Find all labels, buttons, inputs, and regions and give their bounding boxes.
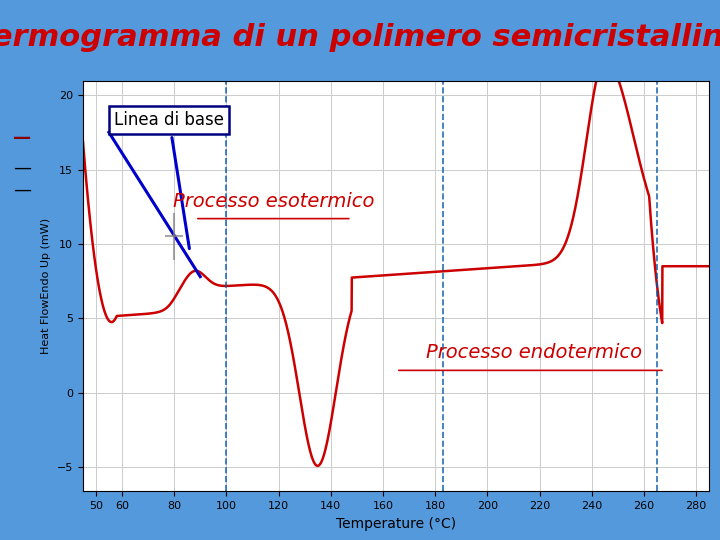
X-axis label: Temperature (°C): Temperature (°C) (336, 517, 456, 531)
Y-axis label: Heat FlowEndo Up (mW): Heat FlowEndo Up (mW) (41, 218, 51, 354)
Text: —: — (13, 159, 31, 177)
Text: —: — (13, 129, 31, 147)
Text: Processo endotermico: Processo endotermico (426, 343, 642, 362)
Text: Processo esotermico: Processo esotermico (173, 192, 374, 211)
Text: Linea di base: Linea di base (114, 111, 224, 248)
Text: —: — (13, 180, 31, 198)
Text: Termogramma di un polimero semicristallino: Termogramma di un polimero semicristalli… (0, 23, 720, 52)
